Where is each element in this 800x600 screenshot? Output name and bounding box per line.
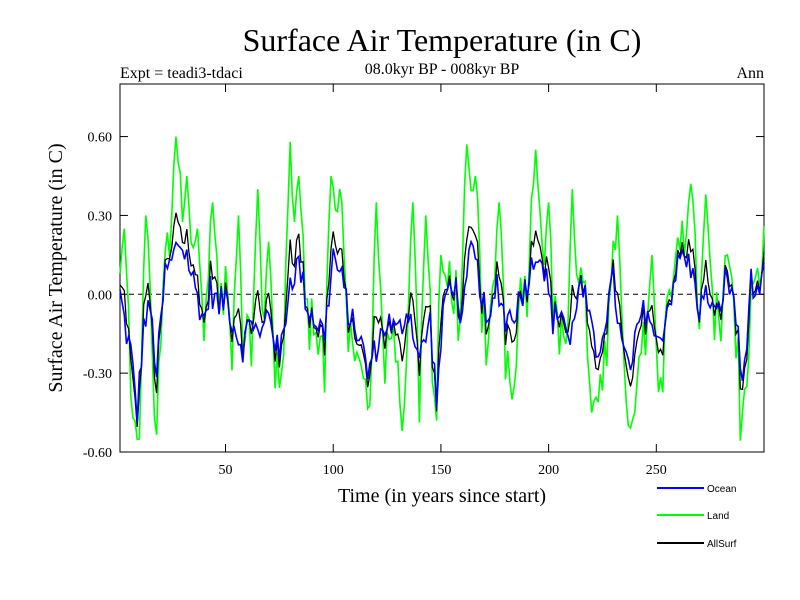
x-tick-label: 250 (646, 463, 667, 478)
series-line-ocean (119, 239, 765, 422)
legend-label-ocean: Ocean (707, 484, 736, 495)
y-axis: -0.60 -0.30 0.00 0.30 0.60 (83, 131, 764, 461)
legend: Ocean Land AllSurf (657, 484, 737, 550)
x-tick-label: 200 (538, 463, 559, 478)
x-tick-label: 50 (219, 463, 233, 478)
chart-title: Surface Air Temperature (in C) (243, 22, 642, 58)
season-label: Ann (736, 65, 764, 82)
y-tick-label: -0.30 (83, 367, 112, 382)
y-tick-label: 0.30 (88, 209, 113, 224)
series-layer (119, 136, 765, 441)
series-line-land (119, 136, 765, 441)
x-axis: 50 100 150 200 250 (219, 84, 667, 478)
chart-subtitle: 08.0kyr BP - 008kyr BP (365, 61, 520, 78)
y-tick-label: 0.00 (88, 288, 113, 303)
legend-label-allsurf: AllSurf (707, 539, 737, 550)
x-axis-label: Time (in years since start) (338, 485, 546, 507)
y-axis-label: Surface Air Temperature (in C) (45, 143, 67, 392)
experiment-label: Expt = teadi3-tdaci (120, 65, 243, 82)
x-tick-label: 100 (323, 463, 344, 478)
legend-label-land: Land (707, 511, 729, 522)
x-tick-label: 150 (430, 463, 451, 478)
y-tick-label: 0.60 (88, 131, 113, 146)
y-tick-label: -0.60 (83, 446, 112, 461)
